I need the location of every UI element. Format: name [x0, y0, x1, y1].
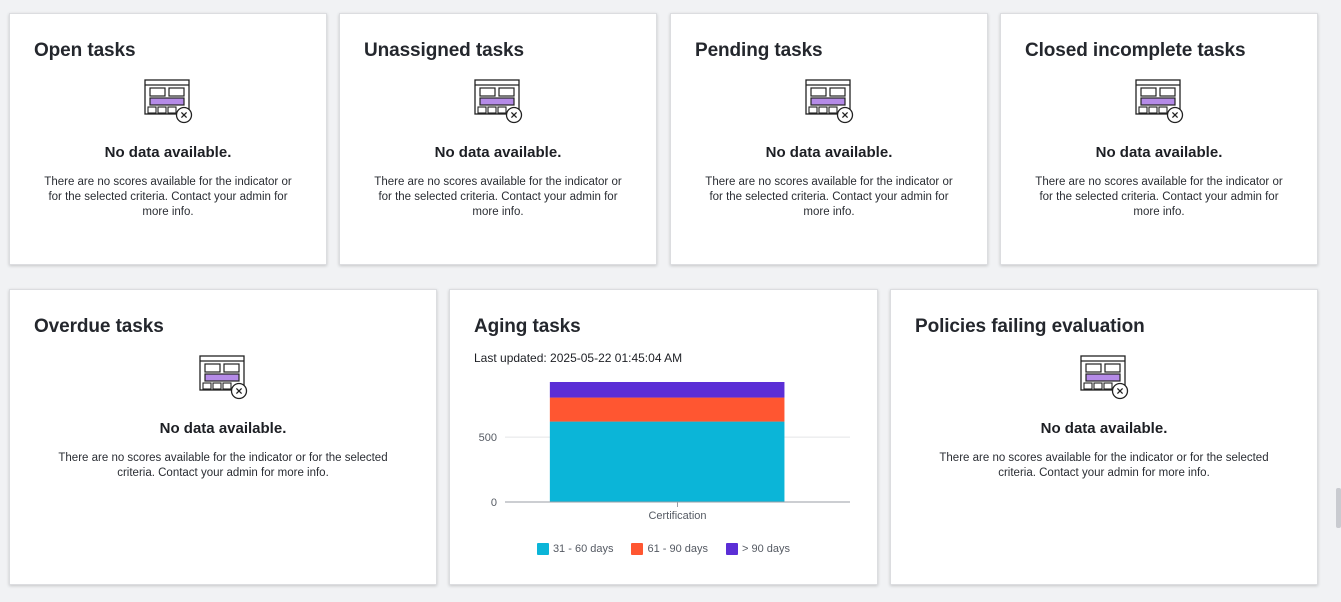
bar-segment: [549, 382, 785, 398]
overdue-tasks-card: Overdue tasks No data available. There a…: [9, 289, 437, 585]
empty-title: No data available.: [1040, 420, 1168, 437]
no-data-table-icon: [805, 79, 854, 124]
bar-segment: [549, 421, 785, 502]
card-title: Policies failing evaluation: [915, 316, 1145, 337]
x-tick-label: Certification: [648, 510, 706, 522]
legend-swatch: [536, 543, 549, 555]
card-title: Aging tasks: [474, 316, 581, 337]
empty-state: No data available. There are no scores a…: [10, 78, 326, 220]
legend-label: > 90 days: [742, 543, 791, 555]
legend-label: 31 - 60 days: [552, 543, 614, 555]
chart-axis: 0 500 Certification: [479, 432, 850, 522]
card-title: Overdue tasks: [34, 316, 164, 337]
legend-item[interactable]: 61 - 90 days: [631, 543, 708, 555]
legend-label: 61 - 90 days: [647, 543, 709, 555]
bar-segment: [549, 397, 785, 422]
empty-description: There are no scores available for the in…: [1035, 176, 1283, 218]
empty-description: There are no scores available for the in…: [705, 176, 953, 218]
empty-title: No data available.: [434, 144, 562, 161]
card-title: Unassigned tasks: [364, 40, 524, 61]
last-updated-text: Last updated: 2025-05-22 01:45:04 AM: [474, 351, 683, 365]
card-title: Pending tasks: [695, 40, 823, 61]
no-data-table-icon: [1080, 355, 1129, 400]
y-tick-label: 0: [491, 497, 497, 509]
card-title: Closed incomplete tasks: [1025, 40, 1246, 61]
empty-state: No data available. There are no scores a…: [671, 78, 987, 220]
y-tick-label: 500: [479, 432, 497, 444]
no-data-table-icon: [474, 79, 523, 124]
closed-incomplete-tasks-card: Closed incomplete tasks No data availabl…: [1000, 13, 1318, 265]
aging-tasks-card: Aging tasks Last updated: 2025-05-22 01:…: [449, 289, 878, 585]
empty-state: No data available. There are no scores a…: [891, 354, 1317, 481]
no-data-table-icon: [199, 355, 248, 400]
empty-description: There are no scores available for the in…: [58, 452, 388, 479]
empty-description: There are no scores available for the in…: [939, 452, 1269, 479]
no-data-table-icon: [1135, 79, 1184, 124]
aging-chart: 0 500 Certification: [479, 382, 850, 522]
legend-swatch: [631, 543, 644, 555]
no-data-table-icon: [144, 79, 193, 124]
empty-state: No data available. There are no scores a…: [340, 78, 656, 220]
legend-item[interactable]: > 90 days: [726, 543, 790, 555]
empty-state: No data available. There are no scores a…: [1001, 78, 1317, 220]
empty-title: No data available.: [765, 144, 893, 161]
policies-failing-card: Policies failing evaluation No data avai…: [890, 289, 1318, 585]
empty-state: No data available. There are no scores a…: [10, 354, 436, 481]
open-tasks-card: Open tasks No data available. There are …: [9, 13, 327, 265]
unassigned-tasks-card: Unassigned tasks No data available. Ther…: [339, 13, 657, 265]
empty-title: No data available.: [1095, 144, 1223, 161]
page-scrollbar[interactable]: [1336, 488, 1341, 528]
card-title: Open tasks: [34, 40, 136, 61]
empty-description: There are no scores available for the in…: [44, 176, 292, 218]
legend-item[interactable]: 31 - 60 days: [536, 543, 614, 555]
chart-bars: [549, 382, 785, 502]
legend-swatch: [726, 543, 739, 555]
empty-title: No data available.: [159, 420, 287, 437]
pending-tasks-card: Pending tasks No data available. There a…: [670, 13, 988, 265]
chart-legend: 31 - 60 days 61 - 90 days > 90 days: [450, 543, 877, 555]
empty-title: No data available.: [104, 144, 232, 161]
empty-description: There are no scores available for the in…: [374, 176, 622, 218]
